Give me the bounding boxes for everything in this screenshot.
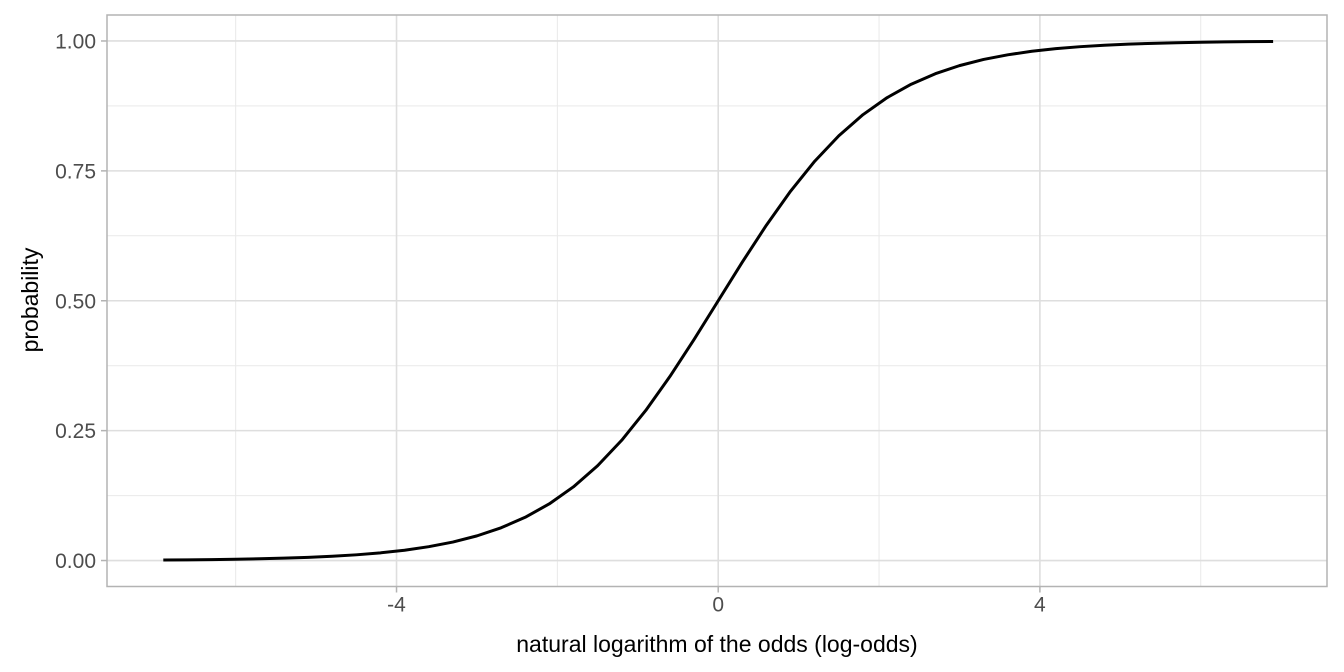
x-axis-title: natural logarithm of the odds (log-odds) <box>516 631 918 657</box>
x-tick-label: 0 <box>712 594 724 617</box>
y-tick-label: 0.25 <box>55 420 96 443</box>
x-tick-label: 4 <box>1034 594 1046 617</box>
x-tick-label: -4 <box>387 594 406 617</box>
y-tick-label: 0.00 <box>55 550 96 573</box>
y-tick-label: 0.75 <box>55 160 96 183</box>
y-tick-label: 0.50 <box>55 290 96 313</box>
y-tick-label: 1.00 <box>55 30 96 53</box>
y-axis-title: probability <box>17 247 43 353</box>
logistic-curve <box>163 40 1274 562</box>
